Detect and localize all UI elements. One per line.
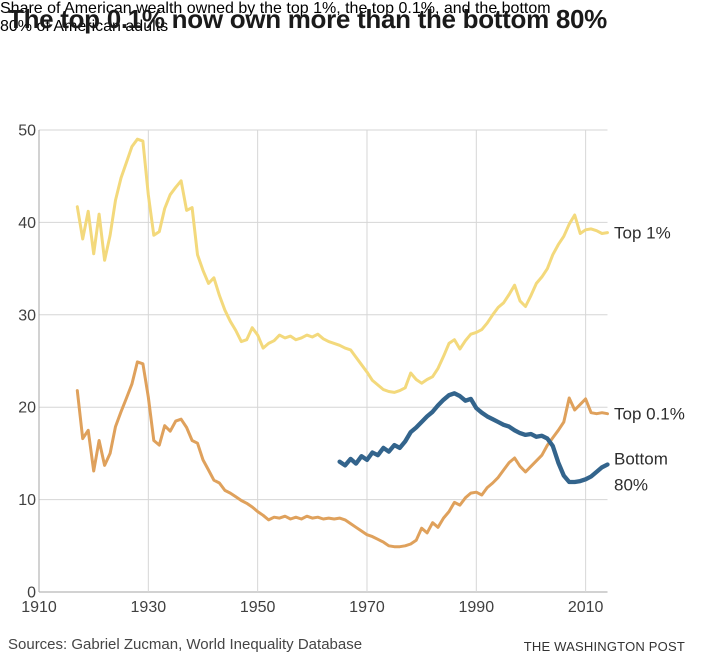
- y-axis-tick-label: 20: [18, 400, 36, 417]
- x-axis-tick-label: 1930: [131, 599, 167, 616]
- series-line-top-1: [75, 137, 609, 394]
- series-label-top-1: Top 1%: [614, 224, 671, 243]
- publisher-credit: THE WASHINGTON POST: [523, 639, 685, 654]
- x-axis-tick-label: 1990: [459, 599, 495, 616]
- series-label-bottom-80: Bottom: [614, 449, 668, 468]
- x-axis-tick-label: 2010: [568, 599, 604, 616]
- series-label-bottom-80: 80%: [614, 475, 648, 494]
- x-axis-tick-label: 1970: [349, 599, 385, 616]
- y-axis-tick-label: 40: [18, 215, 36, 232]
- x-axis-tick-label: 1910: [21, 599, 57, 616]
- series-line-top-0-1: [75, 360, 609, 549]
- sources-note: Sources: Gabriel Zucman, World Inequalit…: [8, 636, 363, 653]
- y-axis-tick-label: 0: [27, 585, 36, 602]
- series-line-bottom-80: [337, 391, 610, 485]
- y-axis-tick-label: 30: [18, 307, 36, 324]
- x-axis-tick-label: 1950: [240, 599, 276, 616]
- y-axis-tick-label: 50: [18, 123, 36, 140]
- chart-subtitle-line-2: 80% of American adults: [0, 18, 169, 35]
- chart-title: The top 0.1% now own more than the botto…: [8, 4, 607, 34]
- y-axis-tick-label: 10: [18, 492, 36, 509]
- series-label-top-0-1: Top 0.1%: [614, 405, 685, 424]
- chart-subtitle-line-1: Share of American wealth owned by the to…: [0, 0, 551, 17]
